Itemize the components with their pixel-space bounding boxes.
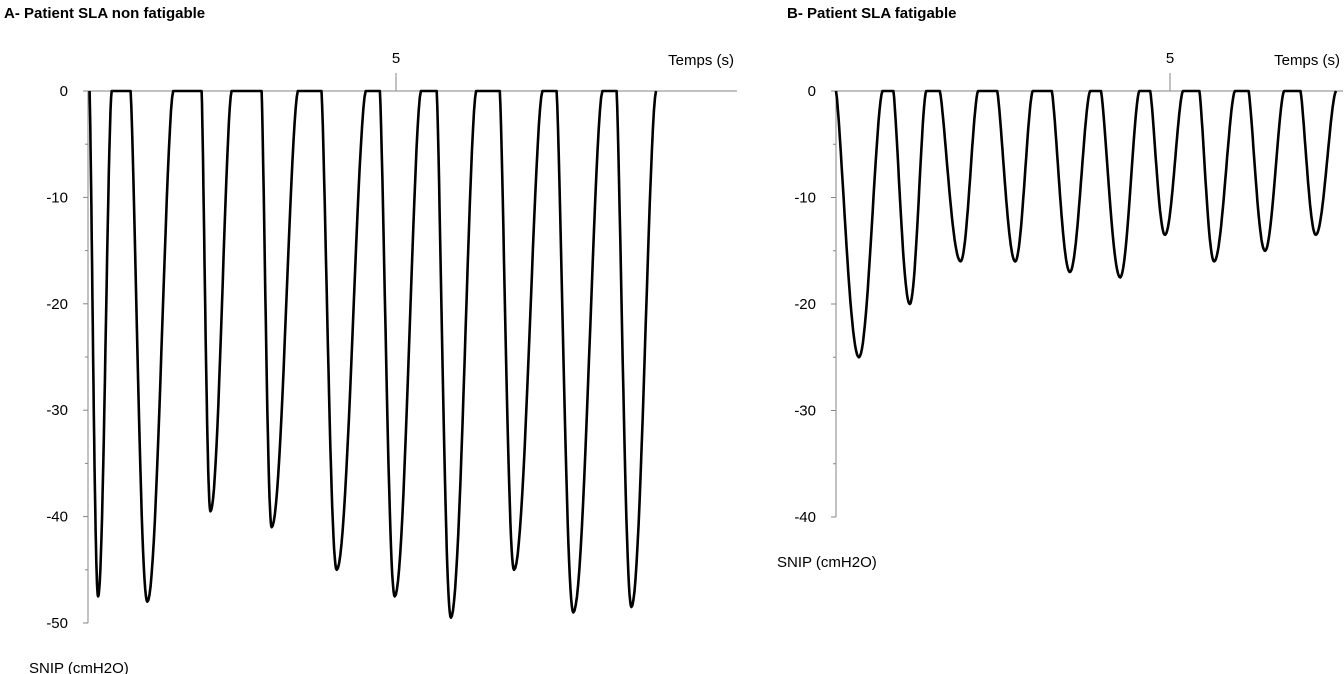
y-tick-label: -20	[46, 296, 68, 313]
chart-a-title: A- Patient SLA non fatigable	[4, 5, 206, 22]
y-tick-label: 0	[808, 83, 816, 100]
y-axis-label: SNIP (cmH2O)	[777, 554, 877, 571]
x-tick-label: 5	[392, 50, 400, 67]
chart-b-title: B- Patient SLA fatigable	[787, 5, 957, 22]
x-tick-label: 5	[1166, 50, 1174, 67]
y-tick-label: -40	[794, 509, 816, 526]
y-tick-label: -30	[794, 403, 816, 420]
chart-a: 0 -10 -20 -30 -40 -50 5 Temps (s) SNIP (cmH2O)	[29, 50, 737, 674]
y-tick-label: -20	[794, 296, 816, 313]
series-line	[834, 89, 1338, 359]
y-tick-label: -10	[46, 189, 68, 206]
y-tick-label: -10	[794, 190, 816, 207]
chart-b: 0 -10 -20 -30 -40 5 Temps (s) SNIP (cmH2O)	[777, 50, 1343, 571]
y-axis-label: SNIP (cmH2O)	[29, 660, 129, 674]
y-tick-label: -30	[46, 402, 68, 419]
y-tick-label: -40	[46, 509, 68, 526]
y-tick-label: 0	[60, 83, 68, 100]
x-axis-label: Temps (s)	[1274, 52, 1340, 69]
series-line	[88, 89, 658, 619]
y-tick-label: -50	[46, 615, 68, 632]
x-axis-label: Temps (s)	[668, 52, 734, 69]
